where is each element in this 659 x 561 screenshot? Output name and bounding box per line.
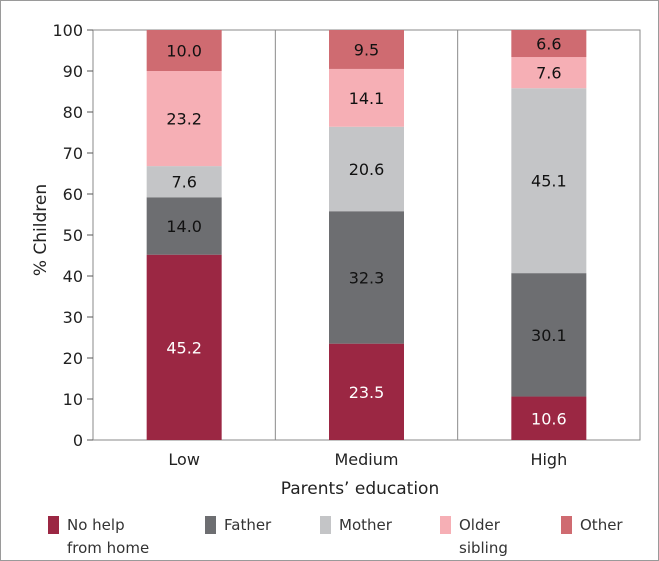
bar-segment xyxy=(146,254,222,440)
bar-segment xyxy=(329,211,404,344)
legend-swatch xyxy=(440,516,451,534)
data-label: 45.1 xyxy=(531,172,567,191)
legend-label: No help xyxy=(67,516,125,534)
y-tick-label: 90 xyxy=(63,62,83,81)
data-label: 20.6 xyxy=(349,160,385,179)
y-tick-label: 40 xyxy=(63,267,83,286)
y-tick-label: 0 xyxy=(73,431,83,450)
data-label: 9.5 xyxy=(354,40,379,59)
data-label: 14.1 xyxy=(349,89,385,108)
data-label: 32.3 xyxy=(349,268,385,287)
legend: No help from home Father Mother Older sibling… xyxy=(48,516,623,557)
legend-label: from home xyxy=(67,539,149,557)
data-label: 45.2 xyxy=(166,338,202,357)
y-tick-label: 30 xyxy=(63,308,83,327)
y-tick-label: 70 xyxy=(63,144,83,163)
legend-label: Older xyxy=(459,516,501,534)
data-label: 7.6 xyxy=(171,173,196,192)
legend-label: Mother xyxy=(339,516,393,534)
x-tick-label: Low xyxy=(168,450,200,469)
bar-segment xyxy=(329,30,404,69)
y-tick-label: 60 xyxy=(63,185,83,204)
x-tick-label: High xyxy=(530,450,567,469)
bar-segment xyxy=(329,343,404,440)
legend-swatch xyxy=(205,516,216,534)
y-tick-label: 50 xyxy=(63,226,83,245)
legend-swatch xyxy=(320,516,331,534)
plot-area: 0 10 20 30 40 50 60 70 80 90 100 45.2 14.0 7.6 23.2 10.… xyxy=(52,21,641,469)
bar-segment xyxy=(511,57,587,89)
data-label: 7.6 xyxy=(536,64,561,83)
data-label: 10.0 xyxy=(166,42,202,61)
legend-label: Father xyxy=(224,516,272,534)
data-label: 30.1 xyxy=(531,326,567,345)
legend-label: Other xyxy=(580,516,623,534)
data-label: 10.6 xyxy=(531,409,567,428)
y-axis-title: % Children xyxy=(31,184,51,276)
data-label: 14.0 xyxy=(166,217,202,236)
bar-segment xyxy=(329,126,404,212)
bar-segment xyxy=(511,273,587,397)
legend-label: sibling xyxy=(459,539,508,557)
x-axis-title: Parents’ education xyxy=(281,479,439,499)
bar-segment xyxy=(146,197,222,255)
bar-segment xyxy=(146,30,222,71)
bar-segment xyxy=(511,88,587,274)
y-tick-label: 10 xyxy=(63,390,83,409)
data-label: 6.6 xyxy=(536,35,561,54)
legend-swatch xyxy=(561,516,572,534)
data-label: 23.2 xyxy=(166,110,202,129)
bar-segment xyxy=(511,30,587,58)
y-tick-label: 100 xyxy=(52,21,83,40)
bar-segment xyxy=(511,396,587,440)
y-tick-label: 20 xyxy=(63,349,83,368)
bar-segment xyxy=(146,71,222,167)
legend-swatch xyxy=(48,516,59,534)
bar-segment xyxy=(146,166,222,198)
x-tick-label: Medium xyxy=(335,450,399,469)
bar-segment xyxy=(329,68,404,127)
y-tick-label: 80 xyxy=(63,103,83,122)
data-label: 23.5 xyxy=(349,383,385,402)
